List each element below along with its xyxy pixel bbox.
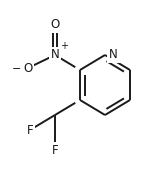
Text: F: F [27, 124, 33, 137]
Text: −: − [12, 64, 22, 74]
Text: O: O [50, 19, 60, 32]
Text: +: + [60, 41, 68, 51]
Text: F: F [52, 143, 58, 156]
Text: N: N [51, 48, 59, 62]
Text: O: O [23, 62, 33, 75]
Text: N: N [109, 48, 118, 62]
